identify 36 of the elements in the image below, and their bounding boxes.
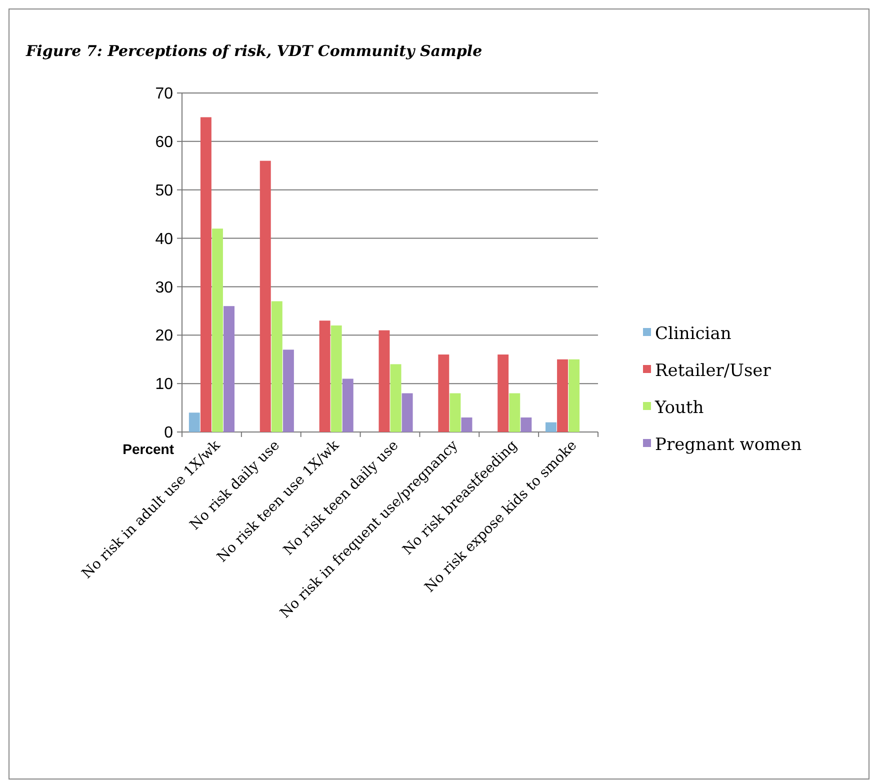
y-tick-label: 0 bbox=[164, 424, 174, 442]
y-tick-label: 40 bbox=[155, 230, 174, 248]
bar bbox=[568, 359, 580, 432]
y-tick-label: 70 bbox=[155, 86, 174, 103]
bar bbox=[520, 417, 532, 432]
bar bbox=[557, 359, 568, 432]
bar bbox=[402, 393, 413, 432]
bar bbox=[188, 412, 200, 432]
bar bbox=[330, 325, 342, 432]
legend-label: Youth bbox=[654, 398, 704, 418]
y-tick-label: 20 bbox=[155, 328, 174, 345]
bar bbox=[545, 422, 556, 432]
bar bbox=[212, 228, 223, 432]
bar bbox=[378, 330, 390, 432]
bar bbox=[282, 350, 294, 432]
y-tick-label: 50 bbox=[155, 182, 174, 200]
y-tick-label: 10 bbox=[155, 376, 174, 394]
bar bbox=[260, 160, 271, 432]
bar bbox=[224, 306, 235, 432]
bar bbox=[438, 354, 450, 432]
bar bbox=[390, 364, 402, 432]
bar bbox=[461, 417, 472, 432]
legend-label: Clinician bbox=[655, 324, 732, 344]
bar bbox=[342, 378, 354, 432]
bar bbox=[498, 354, 509, 432]
bar bbox=[271, 301, 282, 432]
bar bbox=[509, 393, 520, 432]
bar bbox=[200, 117, 212, 432]
legend-label: Retailer/User bbox=[655, 360, 772, 381]
chart-title: Figure 7: Perceptions of risk, VDT Community Sample bbox=[25, 42, 482, 60]
legend-label: Pregnant women bbox=[655, 434, 802, 455]
y-axis-title: Percent bbox=[122, 441, 174, 457]
bar bbox=[319, 320, 330, 432]
y-tick-label: 30 bbox=[155, 279, 174, 296]
bar bbox=[450, 393, 461, 432]
y-tick-label: 60 bbox=[155, 134, 174, 152]
